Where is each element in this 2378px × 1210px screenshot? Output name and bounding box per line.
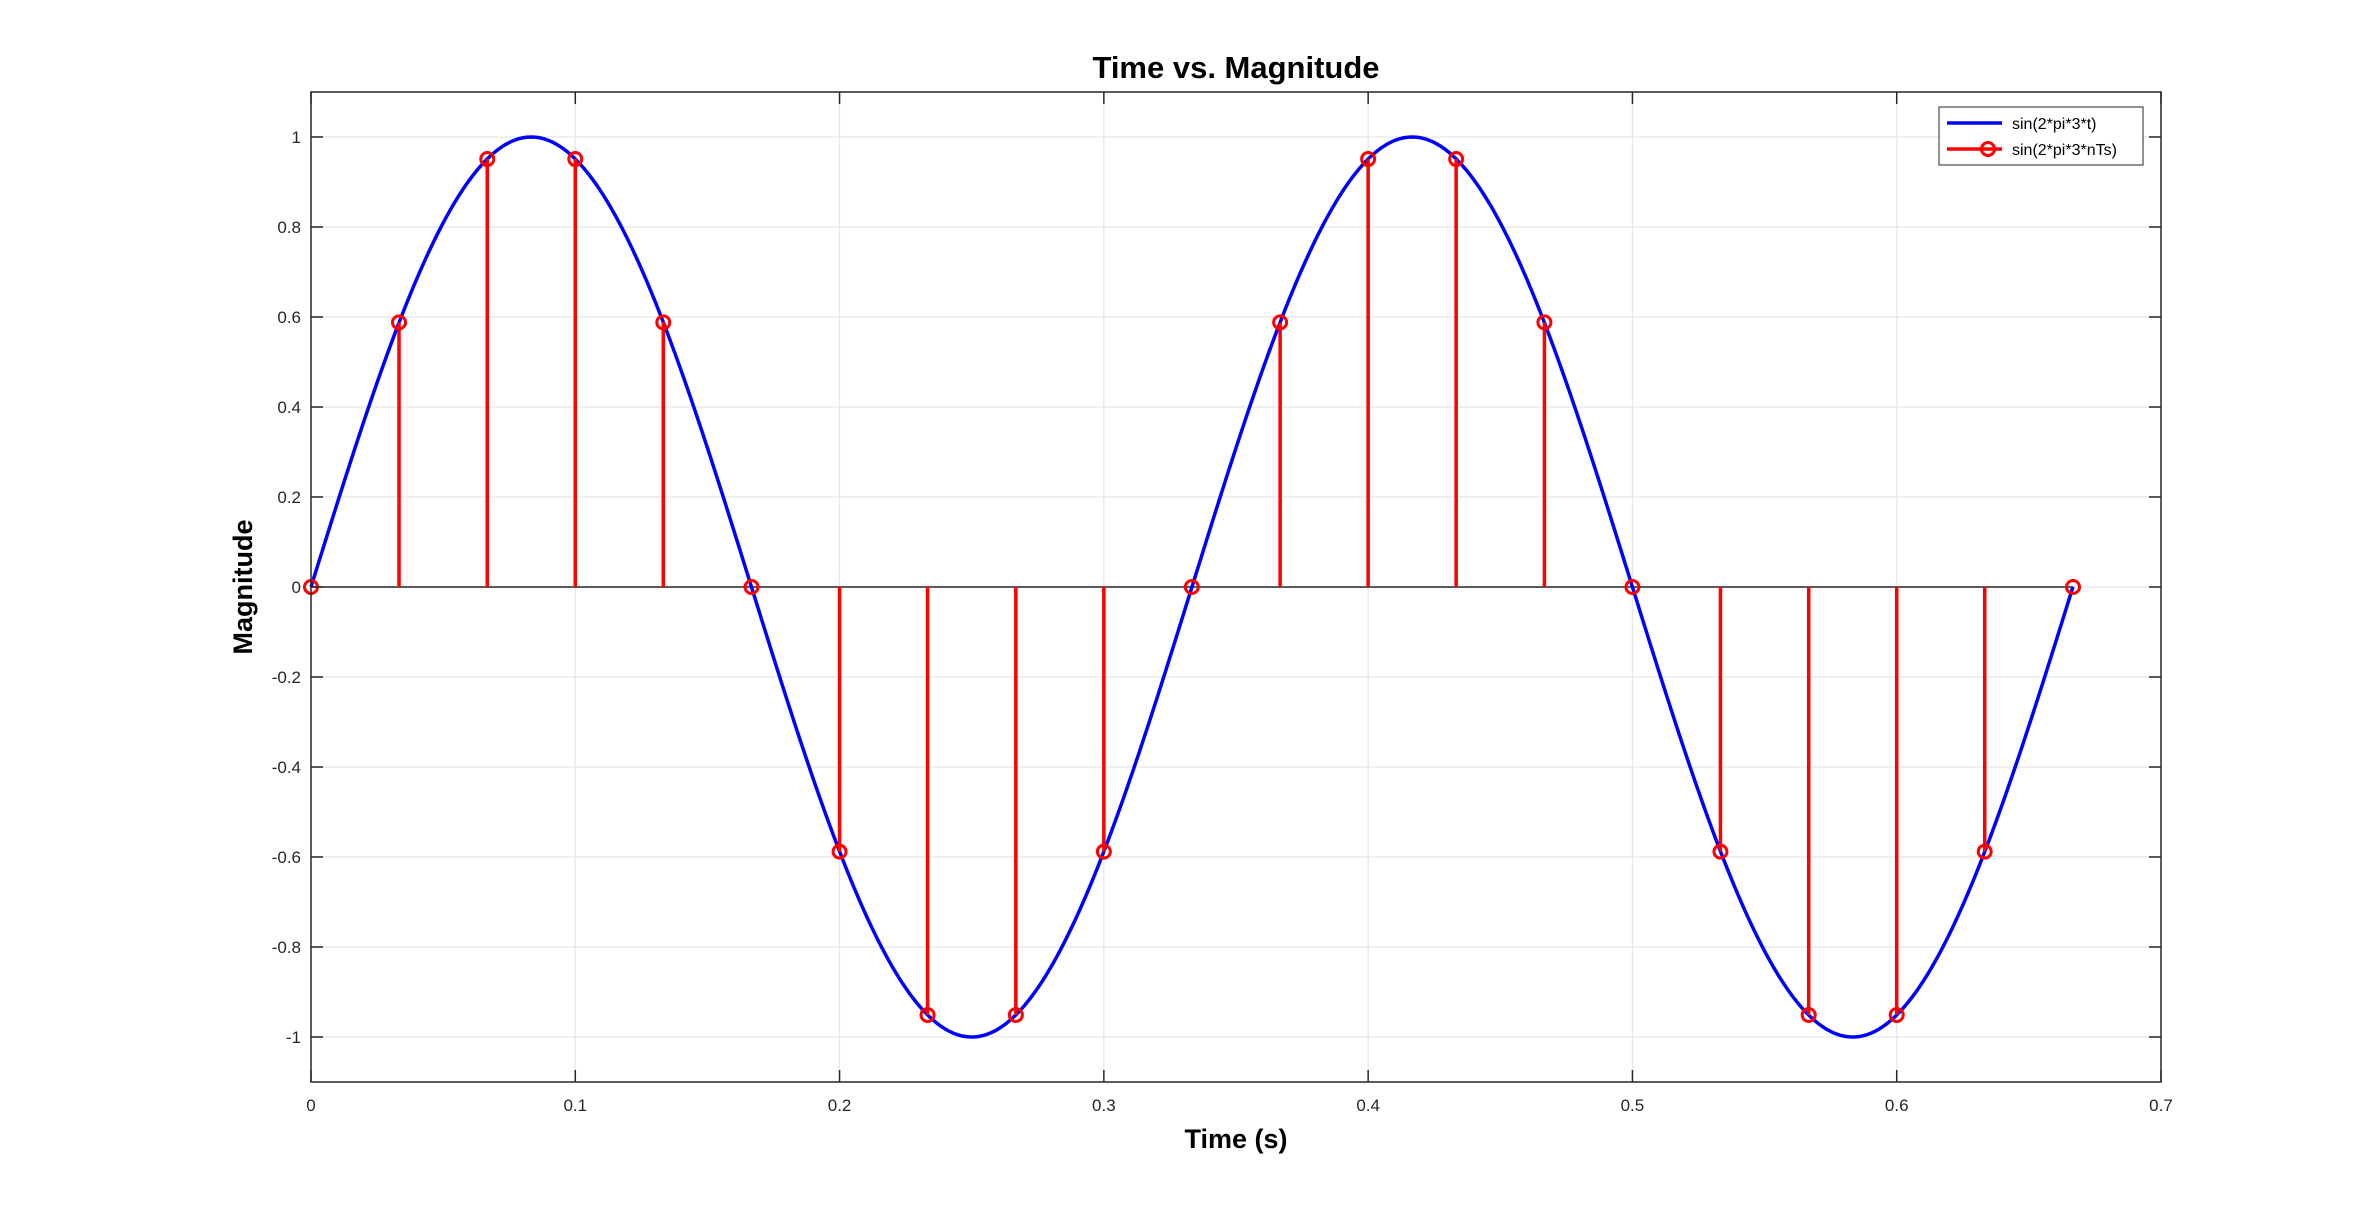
sample-marker [1007, 1006, 1024, 1023]
continuous-signal [309, 135, 2075, 1039]
x-axis-ticks: 0 0.1 0.2 0.3 0.4 0.5 0.6 0.7 [306, 92, 2173, 1115]
y-tick-label: 0.2 [277, 488, 301, 507]
x-tick-label: 0.5 [1621, 1096, 1645, 1115]
y-tick-label: -0.6 [272, 848, 301, 867]
y-tick-label: 0.6 [277, 308, 301, 327]
x-tick-label: 0.2 [828, 1096, 852, 1115]
legend-box [1938, 106, 2144, 166]
y-tick-label: 1 [292, 128, 301, 147]
sample-marker [479, 151, 496, 168]
sampled-signal-stems [303, 151, 2081, 1023]
sample-marker [391, 314, 408, 331]
legend-label-continuous: sin(2*pi*3*t) [2012, 116, 2096, 133]
sample-marker [743, 579, 760, 595]
x-tick-label: 0.6 [1885, 1096, 1909, 1115]
y-tick-label: 0 [292, 578, 301, 597]
legend-label-sampled: sin(2*pi*3*nTs) [2012, 142, 2117, 159]
x-tick-label: 0.7 [2149, 1096, 2173, 1115]
y-tick-label: 0.4 [277, 398, 301, 417]
sample-marker [1800, 1006, 1817, 1023]
legend: sin(2*pi*3*t) sin(2*pi*3*nTs) [1938, 106, 2144, 166]
sample-marker [567, 151, 584, 168]
sample-marker [1095, 843, 1112, 860]
sample-marker [1712, 843, 1729, 860]
sample-marker [919, 1006, 936, 1023]
sample-marker [1976, 843, 1993, 860]
sample-marker [655, 314, 672, 331]
x-tick-label: 0.4 [1356, 1096, 1380, 1115]
sample-marker [1272, 314, 1289, 331]
chart-title: Time vs. Magnitude [1092, 50, 1379, 85]
sample-marker [1536, 314, 1553, 331]
y-axis-title: Magnitude [228, 520, 258, 655]
sample-marker [1624, 579, 1641, 595]
y-tick-label: 0.8 [277, 218, 301, 237]
x-tick-label: 0.3 [1092, 1096, 1116, 1115]
legend-marker-sample-red [1980, 141, 1996, 157]
y-tick-label: -0.8 [272, 938, 301, 957]
sample-marker [1360, 151, 1377, 168]
y-axis-ticks: -1 -0.8 -0.6 -0.4 -0.2 0 0.2 0.4 0.6 0.8 1 [272, 128, 2161, 1047]
y-tick-label: -1 [286, 1028, 301, 1047]
x-tick-label: 0.1 [563, 1096, 587, 1115]
x-tick-label: 0 [306, 1096, 315, 1115]
sample-marker [1888, 1006, 1905, 1023]
x-axis-title: Time (s) [1184, 1124, 1287, 1154]
sample-marker [1183, 579, 1200, 595]
continuous-signal-line [309, 135, 2075, 1039]
y-tick-label: -0.2 [272, 668, 301, 687]
sample-marker [1448, 151, 1465, 168]
sample-marker [2064, 579, 2081, 595]
y-tick-label: -0.4 [272, 758, 301, 777]
sample-marker [831, 843, 848, 860]
